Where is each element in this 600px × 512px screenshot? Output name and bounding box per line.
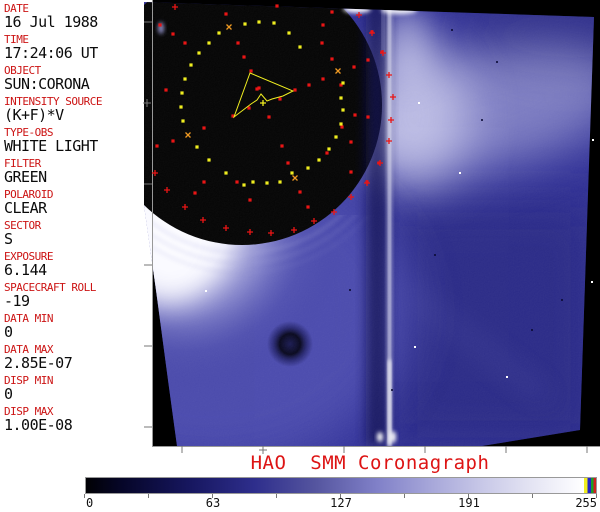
metadata-label: SPACECRAFT ROLL: [4, 281, 96, 294]
metadata-value: 1.00E-08: [4, 416, 73, 434]
colorbar-tick-label: 63: [205, 496, 221, 510]
colorbar-tick-label: 191: [458, 496, 480, 510]
metadata-label: SECTOR: [4, 219, 41, 232]
metadata-value: 17:24:06 UT: [4, 44, 98, 62]
colorbar-tick-label: 255: [575, 496, 597, 510]
colorbar-gradient: [85, 477, 597, 494]
colorbar-tick: [276, 494, 277, 498]
coronagraph-photo: [144, 2, 594, 446]
metadata-value: 0: [4, 385, 13, 403]
metadata-label: DATA MAX: [4, 343, 53, 356]
colorbar-labels: 0 63 127 191 255: [85, 497, 597, 510]
metadata-field: INTENSITY SOURCE (K+F)*V: [4, 96, 148, 123]
metadata-value: GREEN: [4, 168, 47, 186]
metadata-field: DATE 16 Jul 1988: [4, 3, 148, 30]
metadata-label: INTENSITY SOURCE: [4, 95, 102, 108]
metadata-label: FILTER: [4, 157, 41, 170]
viewer-title: HAO SMM Coronagraph: [250, 452, 490, 474]
colorbar-tick: [212, 494, 213, 498]
metadata-label: DISP MIN: [4, 374, 53, 387]
metadata-field: SPACECRAFT ROLL -19: [4, 282, 148, 309]
metadata-field: EXPOSURE 6.144: [4, 251, 148, 278]
metadata-value: 0: [4, 323, 13, 341]
metadata-field: DATA MIN 0: [4, 313, 148, 340]
image-viewport: [140, 0, 600, 456]
metadata-field: DISP MAX 1.00E-08: [4, 406, 148, 433]
axis-frame: [152, 0, 600, 447]
metadata-label: OBJECT: [4, 64, 41, 77]
metadata-field: TIME 17:24:06 UT: [4, 34, 148, 61]
metadata-field: DATA MAX 2.85E-07: [4, 344, 148, 371]
metadata-label: DATA MIN: [4, 312, 53, 325]
metadata-label: TIME: [4, 33, 29, 46]
metadata-value: CLEAR: [4, 199, 47, 217]
metadata-value: 16 Jul 1988: [4, 13, 98, 31]
feature-polygon: [232, 72, 295, 119]
colorbar-tick: [404, 494, 405, 498]
fiducial-overlay: [152, 4, 594, 391]
colorbar-tick: [340, 494, 341, 498]
metadata-value: (K+F)*V: [4, 106, 64, 124]
metadata-label: TYPE-OBS: [4, 126, 53, 139]
colorbar-tick: [84, 494, 85, 498]
metadata-field: TYPE-OBS WHITE LIGHT: [4, 127, 148, 154]
metadata-value: 2.85E-07: [4, 354, 73, 372]
metadata-field: POLAROID CLEAR: [4, 189, 148, 216]
metadata-field: FILTER GREEN: [4, 158, 148, 185]
metadata-label: EXPOSURE: [4, 250, 53, 263]
metadata-panel: DATE 16 Jul 1988 TIME 17:24:06 UT OBJECT SUN:…: [4, 3, 148, 437]
axis-ticks: [143, 21, 588, 454]
colorbar-ticks: [84, 494, 597, 499]
metadata-value: SUN:CORONA: [4, 75, 90, 93]
colorbar-tick-label: 0: [86, 496, 94, 510]
metadata-label: DISP MAX: [4, 405, 53, 418]
colorbar-tick: [148, 494, 149, 498]
metadata-value: 6.144: [4, 261, 47, 279]
colorbar-tick: [468, 494, 469, 498]
colorbar-tick: [596, 494, 597, 498]
metadata-field: DISP MIN 0: [4, 375, 148, 402]
metadata-label: POLAROID: [4, 188, 53, 201]
metadata-value: WHITE LIGHT: [4, 137, 98, 155]
metadata-value: S: [4, 230, 13, 248]
metadata-field: OBJECT SUN:CORONA: [4, 65, 148, 92]
colorbar-tick-label: 127: [330, 496, 352, 510]
colorbar-tick: [532, 494, 533, 498]
metadata-label: DATE: [4, 2, 29, 15]
metadata-field: SECTOR S: [4, 220, 148, 247]
metadata-value: -19: [4, 292, 30, 310]
